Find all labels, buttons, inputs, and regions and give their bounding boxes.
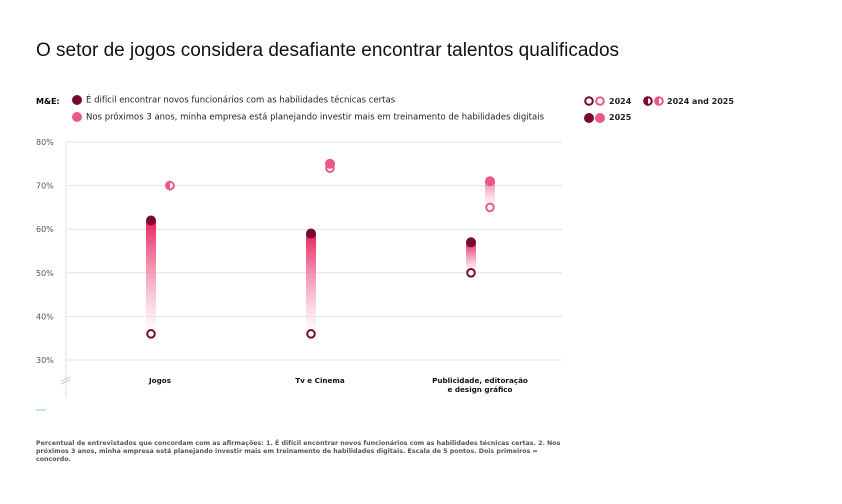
y-tick-label: 30%: [36, 356, 54, 365]
legend-2025-pink-icon: [595, 113, 605, 123]
legend-2024-dark-icon: [584, 96, 594, 106]
legend-series-2-label: Nos próximos 3 anos, minha empresa está …: [86, 112, 545, 123]
range-bar: [485, 181, 495, 208]
legend-both: 2024 and 2025: [667, 97, 734, 106]
dot-icon: [72, 112, 82, 122]
legend-series-1-label: É difícil encontrar novos funcionários c…: [86, 95, 396, 106]
legend-series-2: Nos próximos 3 anos, minha empresa está …: [72, 112, 544, 123]
axis-break: [60, 376, 71, 382]
y-tick-label: 40%: [36, 312, 54, 321]
point-2024: [306, 329, 316, 339]
x-tick-label: Jogos: [148, 376, 171, 385]
legend-2025: 2025: [609, 113, 632, 122]
legend-both-pink-icon: [654, 96, 664, 106]
x-tick-label: Tv e Cinema: [295, 376, 345, 385]
range-bar: [466, 242, 476, 273]
y-tick-label: 70%: [36, 182, 54, 191]
dot-icon: [72, 95, 82, 105]
x-tick-label: e design gráfico: [448, 385, 513, 394]
point-2024: [466, 268, 476, 278]
legend-2024: 2024: [609, 97, 632, 106]
point-2025: [306, 228, 316, 239]
y-tick-label: 80%: [36, 138, 54, 147]
footnote: Percentual de entrevistados que concorda…: [36, 440, 561, 463]
accent-mark: [36, 409, 46, 411]
y-tick-label: 60%: [36, 225, 54, 234]
half-fill: [654, 96, 659, 106]
range-bar: [306, 233, 316, 334]
legend-group-label: M&E:: [36, 97, 60, 106]
legend-2025-dark-icon: [584, 113, 594, 123]
point-2024: [146, 329, 156, 339]
point-2025: [325, 158, 335, 169]
y-tick-label: 50%: [36, 269, 54, 278]
x-tick-label: Publicidade, editoração: [432, 376, 528, 385]
chart-title: O setor de jogos considera desafiante en…: [36, 40, 620, 61]
half-fill: [165, 180, 170, 191]
legend-series-1: É difícil encontrar novos funcionários c…: [72, 95, 395, 106]
axis-break: [60, 379, 71, 385]
point-2025: [485, 176, 495, 187]
point-2025: [466, 237, 476, 248]
point-2024: [485, 202, 495, 213]
point-2024-2025: [165, 180, 175, 191]
legend-2024-pink-icon: [595, 96, 605, 106]
range-bar: [146, 220, 156, 334]
legend-both-dark-icon: [643, 96, 653, 106]
point-2025: [146, 215, 156, 226]
half-fill: [643, 96, 648, 106]
